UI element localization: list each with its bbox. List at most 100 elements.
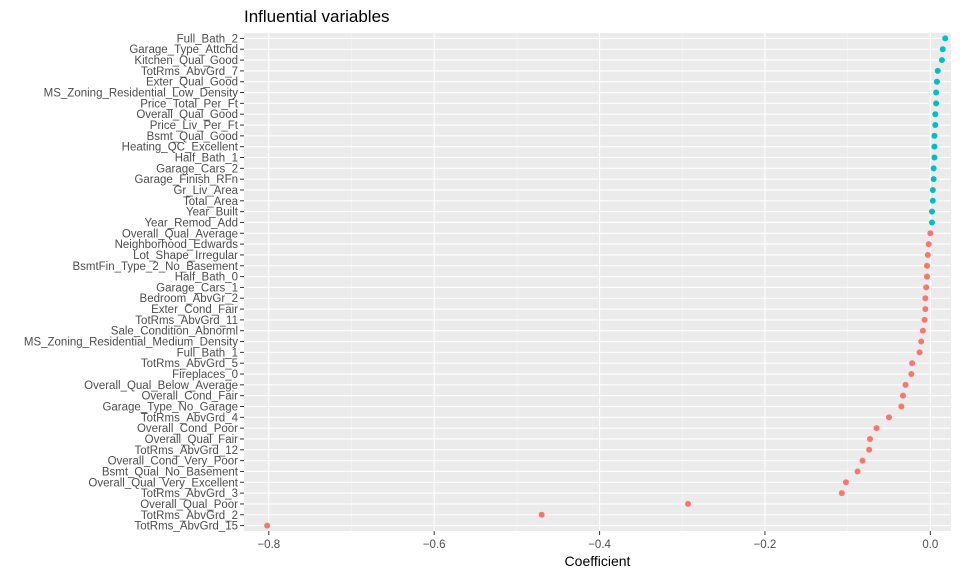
y-tick-label: TotRms_AbvGrd_11 [135, 315, 238, 327]
y-tick-label: Overall_Cond_Very_Poor [108, 456, 239, 468]
data-point [922, 306, 929, 313]
data-point [930, 176, 937, 183]
data-point [929, 197, 936, 204]
x-axis-title: Coefficient [565, 553, 631, 569]
y-tick-label: Overall_Qual_Below_Average [84, 380, 238, 392]
data-point [264, 522, 271, 529]
data-point [927, 230, 934, 237]
y-tick-label: Half_Bath_0 [175, 272, 238, 284]
data-point [898, 403, 905, 410]
y-tick-label: TotRms_AbvGrd_2 [141, 510, 238, 522]
y-tick-label: Garage_Cars_2 [156, 163, 238, 175]
data-point [938, 57, 945, 64]
y-tick-label: BsmtFin_Type_2_No_Basement [72, 261, 238, 273]
data-point [931, 143, 938, 150]
data-point [925, 241, 932, 248]
data-point [885, 414, 892, 421]
y-tick-label: Neighborhood_Edwards [115, 239, 239, 251]
data-point [933, 100, 940, 107]
x-tick-label: −0.4 [588, 539, 611, 551]
y-tick-label: Garage_Type_Attchd [129, 44, 238, 56]
y-tick-label: Full_Bath_2 [177, 33, 238, 45]
y-tick-label: Overall_Qual_Very_Excellent [88, 477, 238, 489]
x-tick-marks [268, 531, 931, 535]
x-tick-label: −0.2 [754, 539, 777, 551]
y-tick-label: Year_Built [186, 207, 239, 219]
data-point [919, 327, 926, 334]
y-tick-label: Half_Bath_1 [175, 153, 238, 165]
data-point [939, 46, 946, 53]
data-point [842, 479, 849, 486]
y-tick-label: Overall_Qual_Good [136, 109, 238, 121]
data-point [873, 425, 880, 432]
y-tick-label: Garage_Type_No_Garage [102, 402, 238, 414]
x-tick-label: −0.6 [423, 539, 446, 551]
data-point [859, 457, 866, 464]
plot-panel [244, 33, 951, 531]
y-tick-label: Bsmt_Qual_No_Basement [102, 466, 239, 478]
y-tick-label: Lot_Shape_Irregular [133, 250, 238, 262]
data-point [854, 468, 861, 475]
x-tick-label: −0.8 [257, 539, 280, 551]
data-point [922, 295, 929, 302]
y-tick-label: Year_Remod_Add [144, 217, 238, 229]
minor-gridlines [351, 33, 848, 531]
y-tick-label: TotRms_AbvGrd_3 [141, 488, 238, 500]
data-point [838, 490, 845, 497]
data-point [928, 219, 935, 226]
y-tick-label: Price_Total_Per_Ft [140, 98, 239, 110]
data-point [916, 349, 923, 356]
data-point [921, 316, 928, 323]
y-tick-label: TotRms_AbvGrd_12 [134, 445, 238, 457]
y-tick-label: Garage_Finish_RFn [134, 174, 238, 186]
y-tick-label: MS_Zoning_Residential_Medium_Density [24, 337, 238, 349]
y-tick-label: Overall_Qual_Average [122, 228, 238, 240]
y-tick-label: TotRms_AbvGrd_4 [141, 412, 239, 424]
data-point [902, 381, 909, 388]
data-point [908, 371, 915, 378]
data-point [942, 35, 949, 42]
y-tick-label: Overall_Qual_Poor [140, 499, 238, 511]
y-tick-label: MS_Zoning_Residential_Low_Density [44, 88, 239, 100]
y-tick-label: Overall_Qual_Fair [145, 434, 238, 446]
data-point [931, 154, 938, 161]
data-point [909, 360, 916, 367]
data-point [929, 186, 936, 193]
y-tick-label: Heating_QC_Excellent [122, 142, 239, 154]
y-tick-label: Kitchen_Qual_Good [134, 55, 238, 67]
y-tick-label: TotRms_AbvGrd_15 [134, 521, 238, 533]
data-point [933, 78, 940, 85]
data-point [685, 500, 692, 507]
y-tick-label: Exter_Qual_Good [146, 77, 238, 89]
y-tick-label: Total_Area [183, 196, 239, 208]
chart-title: Influential variables [244, 7, 390, 26]
y-tick-labels: Full_Bath_2Garage_Type_AttchdKitchen_Qua… [24, 33, 239, 532]
data-points [264, 35, 949, 529]
data-point [924, 262, 931, 269]
y-tick-label: Sale_Condition_Abnorml [111, 326, 238, 338]
y-tick-label: Exter_Cond_Fair [151, 304, 238, 316]
y-tick-label: TotRms_AbvGrd_5 [141, 358, 238, 370]
data-point [923, 284, 930, 291]
y-tick-label: Gr_Liv_Area [173, 185, 238, 197]
y-tick-marks [240, 37, 244, 527]
y-tick-label: Garage_Cars_1 [156, 282, 238, 294]
data-point [928, 208, 935, 215]
data-point [900, 392, 907, 399]
data-point [931, 132, 938, 139]
y-tick-label: Overall_Cond_Poor [137, 423, 238, 435]
data-point [932, 122, 939, 129]
y-tick-label: Overall_Cond_Fair [141, 391, 238, 403]
data-point [924, 273, 931, 280]
y-tick-label: Full_Bath_1 [177, 347, 238, 359]
data-point [934, 67, 941, 74]
y-tick-label: Price_Liv_Per_Ft [150, 120, 239, 132]
x-tick-labels: −0.8 −0.6 −0.4 −0.2 0.0 [257, 539, 938, 551]
y-tick-label: Bedroom_AbvGr_2 [140, 293, 238, 305]
data-point [924, 251, 931, 258]
y-tick-label: Bsmt_Qual_Good [147, 131, 238, 143]
y-tick-label: Fireplaces_0 [172, 369, 238, 381]
data-point [918, 338, 925, 345]
data-point [538, 511, 545, 518]
